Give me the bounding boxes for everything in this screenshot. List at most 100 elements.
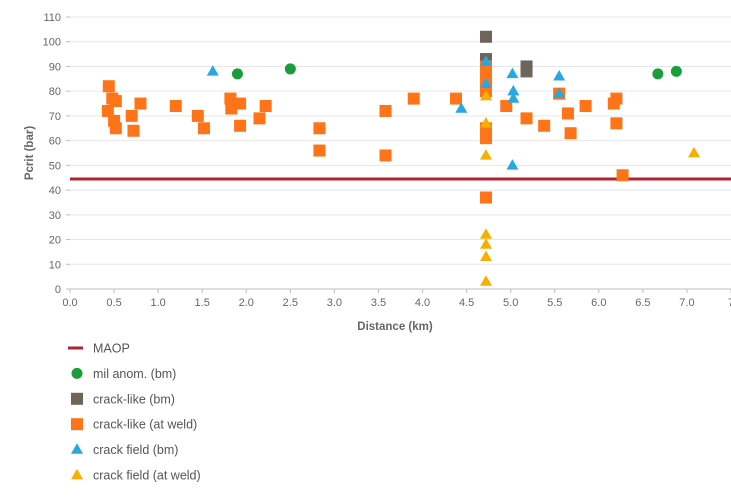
legend-label-crack-field-bm: crack field (bm) (93, 443, 178, 457)
point-crack-field-at-weld (479, 149, 492, 160)
point-crack-like-at-weld (407, 92, 420, 105)
point-crack-field-bm (506, 67, 519, 79)
legend-label-mil-anom-bm: mil anom. (bm) (93, 367, 176, 381)
point-crack-like-at-weld (313, 122, 326, 135)
x-tick-label: 0.0 (62, 297, 77, 309)
point-crack-field-at-weld (479, 250, 492, 262)
point-crack-like-at-weld (610, 92, 623, 105)
point-crack-like-at-weld (379, 149, 392, 162)
x-tick-label: 0.5 (106, 297, 121, 309)
x-tick-label: 1.0 (150, 297, 165, 309)
point-crack-like-at-weld (134, 97, 147, 110)
y-tick-label: 20 (49, 235, 61, 247)
legend-label-crack-like-bm: crack-like (bm) (93, 392, 175, 406)
point-crack-like-at-weld (259, 100, 272, 113)
grid-lines (70, 16, 731, 265)
x-axis-title: Distance (km) (357, 321, 433, 333)
point-crack-like-at-weld (109, 95, 122, 108)
x-tick-label: 6.5 (635, 297, 650, 309)
point-crack-field-at-weld (687, 146, 700, 158)
x-tick-label: 7.0 (679, 297, 694, 309)
legend: MAOP mil anom. (bm) crack-like (bm) crack-l… (68, 342, 201, 483)
y-tick-label: 10 (49, 259, 61, 271)
point-crack-like-at-weld (197, 122, 210, 135)
x-tick-label: 1.5 (195, 297, 210, 309)
point-mil-anom-bm (284, 63, 296, 75)
point-crack-like-bm (520, 65, 533, 78)
point-crack-like-at-weld (313, 144, 326, 157)
point-crack-field-at-weld (479, 238, 492, 249)
x-tick-label: 4.0 (415, 297, 430, 309)
legend-swatch-crack-like-bm (71, 392, 83, 405)
point-crack-field-at-weld (479, 89, 492, 101)
point-crack-like-at-weld (616, 169, 629, 182)
legend-label-crack-field-at-weld: crack field (at weld) (93, 469, 201, 483)
y-tick-label: 100 (43, 37, 61, 49)
y-tick-label: 0 (55, 284, 61, 296)
point-crack-field-at-weld (479, 228, 492, 239)
point-crack-field-at-weld (479, 117, 492, 128)
point-crack-field-bm (206, 65, 219, 76)
data-points (101, 30, 700, 286)
x-tick-label: 4.5 (459, 297, 474, 309)
point-crack-like-at-weld (450, 92, 463, 105)
point-mil-anom-bm (231, 68, 243, 80)
y-axis-ticks: 0 10 20 30 40 50 60 70 80 90 100 110 (43, 12, 70, 296)
point-crack-field-at-weld (479, 275, 492, 286)
point-crack-field-bm (506, 159, 519, 170)
y-tick-label: 40 (49, 185, 61, 197)
point-crack-like-at-weld (520, 112, 533, 125)
x-tick-label: 2.5 (283, 297, 298, 309)
x-axis-ticks: 0.0 0.5 1.0 1.5 2.0 2.5 3.0 3.5 4.0 4.5 5.0 5.5 6.0 6… (62, 289, 731, 309)
point-crack-like-at-weld (125, 109, 138, 122)
x-tick-label: 2.0 (239, 297, 254, 309)
point-crack-like-at-weld (234, 119, 247, 132)
point-crack-like-at-weld (191, 109, 204, 122)
point-crack-like-at-weld (224, 92, 237, 105)
y-tick-label: 90 (49, 61, 61, 73)
point-crack-like-at-weld (579, 100, 592, 113)
point-crack-like-at-weld (538, 119, 551, 132)
y-tick-label: 60 (49, 136, 61, 148)
x-tick-label: 6.0 (591, 297, 606, 309)
point-crack-like-at-weld (564, 127, 577, 140)
legend-label-crack-like-at-weld: crack-like (at weld) (93, 418, 197, 432)
point-crack-like-at-weld (101, 104, 114, 117)
point-crack-field-bm (553, 70, 566, 81)
y-tick-label: 50 (49, 160, 61, 172)
point-mil-anom-bm (652, 68, 664, 80)
point-crack-like-at-weld (169, 100, 182, 113)
point-crack-like-bm (479, 30, 492, 43)
point-crack-like-at-weld (561, 107, 574, 120)
point-crack-field-bm (553, 87, 566, 98)
point-crack-like-at-weld (479, 132, 492, 145)
point-crack-like-at-weld (479, 191, 492, 204)
y-tick-label: 80 (49, 86, 61, 98)
legend-swatch-crack-field-at-weld (71, 468, 83, 480)
point-crack-like-at-weld (379, 104, 392, 117)
point-crack-like-at-weld (253, 112, 266, 125)
point-crack-like-at-weld (610, 117, 623, 130)
x-tick-label: 3.5 (371, 297, 386, 309)
point-crack-like-at-weld (109, 122, 122, 135)
y-tick-label: 70 (49, 111, 61, 123)
legend-swatch-crack-like-at-weld (71, 418, 83, 431)
x-tick-label: 5.0 (503, 297, 518, 309)
legend-swatch-mil-anom-bm (71, 367, 83, 379)
point-crack-like-at-weld (127, 124, 140, 137)
x-tick-label: 7 (728, 297, 731, 309)
legend-swatch-crack-field-bm (71, 443, 83, 454)
point-crack-field-bm (507, 84, 520, 96)
point-crack-field-bm (479, 77, 492, 88)
point-crack-like-at-weld (102, 80, 115, 93)
y-tick-label: 110 (43, 12, 61, 24)
point-crack-like-at-weld (234, 97, 247, 110)
y-tick-label: 30 (49, 210, 61, 222)
y-axis-title: Pcrit (bar) (24, 126, 36, 180)
point-mil-anom-bm (670, 65, 682, 77)
legend-label-maop: MAOP (93, 342, 130, 356)
point-crack-field-bm (455, 102, 468, 113)
x-tick-label: 3.0 (327, 297, 342, 309)
point-crack-like-at-weld (500, 100, 513, 113)
